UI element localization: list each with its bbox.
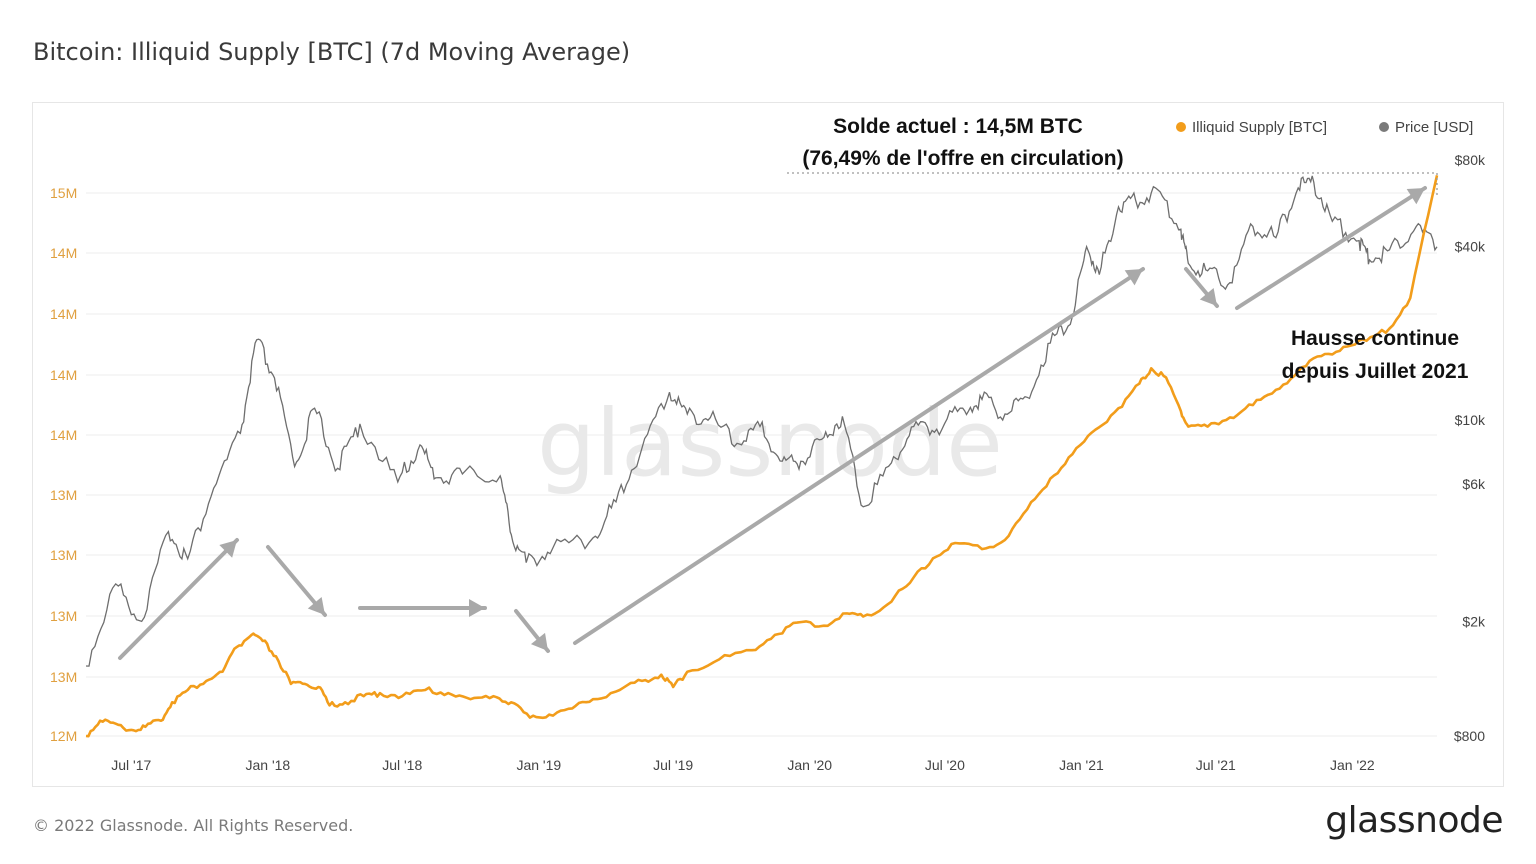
price-series-line [85,175,1438,667]
glassnode-logo[interactable]: glassnode [1325,800,1503,841]
y-left-tick-label: 14M [50,367,77,383]
y-right-tick-label: $6k [1462,476,1486,492]
supply-series-line [85,175,1439,738]
y-right-tick-label: $80k [1455,152,1486,168]
trend-arrow-head [1199,287,1217,306]
gridlines [86,192,1437,737]
annotation-rise-line1: Hausse continue [1291,327,1459,350]
watermark: glassnode [537,390,1003,497]
x-tick-label: Jan '20 [787,757,832,773]
y-right-tick-label: $800 [1454,728,1485,744]
y-left-tick-label: 12M [50,728,77,744]
trend-arrow-head [307,596,325,615]
x-tick-label: Jul '20 [925,757,965,773]
y-left-tick-label: 14M [50,427,77,443]
trend-arrow [1235,186,1427,310]
y-left-tick-label: 13M [50,669,77,685]
y-left-tick-label: 14M [50,306,77,322]
y-left-tick-label: 15M [50,185,77,201]
legend-label[interactable]: Price [USD] [1395,119,1473,136]
trend-arrows [118,186,1427,660]
x-tick-label: Jan '21 [1059,757,1104,773]
chart-title: Bitcoin: Illiquid Supply [BTC] (7d Movin… [33,38,631,66]
y-left-tick-label: 13M [50,487,77,503]
legend-swatch [1379,122,1389,132]
trend-arrow [573,267,1145,645]
legend: Illiquid Supply [BTC] Price [USD] [1176,119,1473,136]
y-axis-right: $800 $2k $6k $10k $40k $80k [1454,152,1486,744]
y-axis-left: 12M 13M 13M 13M 13M 14M 14M 14M 14M 15M [50,185,77,744]
x-tick-label: Jan '18 [246,757,291,773]
copyright-footer: © 2022 Glassnode. All Rights Reserved. [33,816,354,835]
trend-arrow-head [1406,188,1425,205]
trend-arrow [118,538,239,660]
y-right-tick-label: $10k [1455,412,1486,428]
x-tick-label: Jul '21 [1196,757,1236,773]
trend-arrow-head [469,599,485,617]
annotation-current-line2: (76,49% de l'offre en circulation) [802,147,1123,170]
x-tick-label: Jul '19 [653,757,693,773]
trend-arrow-head [1124,269,1143,286]
x-tick-label: Jul '17 [111,757,151,773]
annotation-current-line1: Solde actuel : 14,5M BTC [833,115,1083,138]
trend-arrow-head [219,540,237,558]
legend-label[interactable]: Illiquid Supply [BTC] [1192,119,1327,136]
annotation-rise-line2: depuis Juillet 2021 [1282,360,1469,383]
y-right-tick-label: $40k [1455,239,1486,255]
x-tick-label: Jul '18 [382,757,422,773]
x-tick-label: Jan '19 [516,757,561,773]
x-axis: Jul '17 Jan '18 Jul '18 Jan '19 Jul '19 Jan '… [111,757,1375,773]
trend-arrow-head [530,632,548,651]
x-tick-label: Jan '22 [1330,757,1375,773]
legend-swatch [1176,122,1186,132]
y-right-tick-label: $2k [1462,613,1486,629]
y-left-tick-label: 13M [50,608,77,624]
y-left-tick-label: 14M [50,245,77,261]
chart-frame [32,102,1504,787]
y-left-tick-label: 13M [50,547,77,563]
